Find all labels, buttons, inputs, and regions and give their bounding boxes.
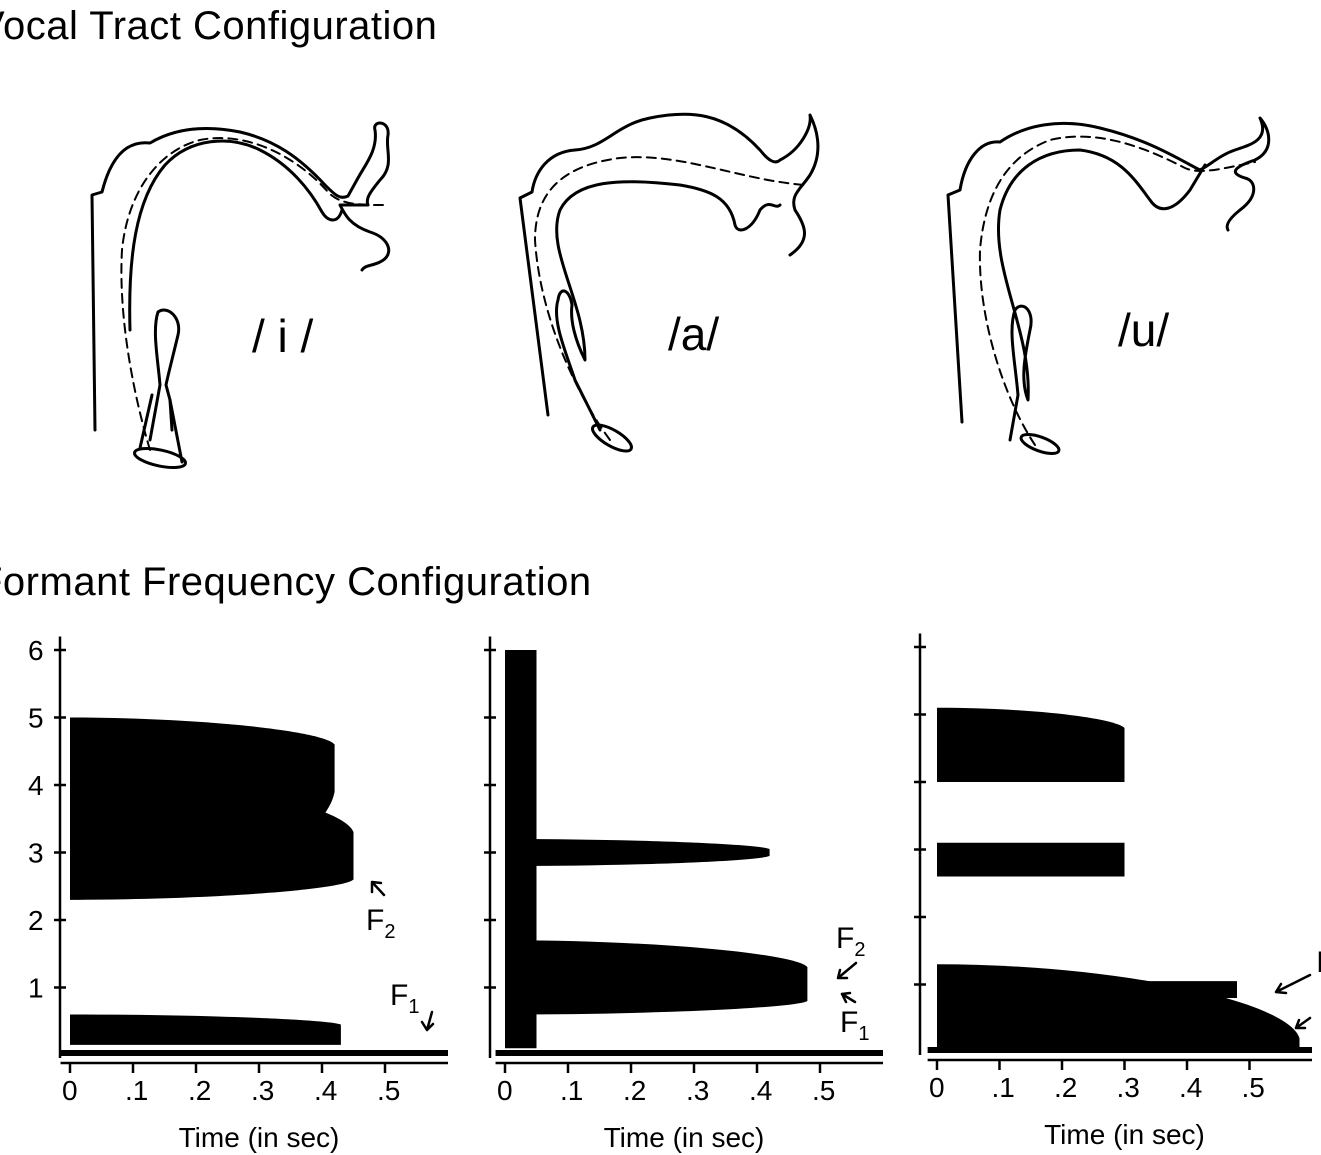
larynx-tube — [138, 393, 184, 464]
midline-dashed — [120, 137, 386, 451]
x-tick-label-.3: .3 — [251, 1075, 274, 1106]
formant-band-3 — [70, 1014, 341, 1045]
tract-outline-inner — [148, 308, 181, 442]
y-tick-label-4: 4 — [28, 770, 44, 801]
x-tick-label-.5: .5 — [377, 1075, 400, 1106]
vocal-tract-a — [518, 112, 820, 453]
vocal-tract-i — [90, 121, 391, 470]
f2-label-i: F2 — [366, 904, 395, 943]
tract-outline-outer — [518, 112, 820, 417]
midline-dashed — [978, 135, 1256, 446]
baseline-bar — [927, 1047, 1312, 1053]
tract-outline-outer — [90, 121, 391, 432]
x-tick-label-.2: .2 — [1054, 1072, 1077, 1103]
vowel-label-u: /u/ — [1118, 304, 1169, 356]
vocal-tract-u — [946, 116, 1271, 455]
x-tick-label-.4: .4 — [1179, 1072, 1202, 1103]
x-tick-label-0: 0 — [497, 1075, 513, 1106]
x-tick-label-.1: .1 — [125, 1075, 148, 1106]
f1-label-a: F1 — [840, 1006, 869, 1045]
x-tick-label-.5: .5 — [812, 1075, 835, 1106]
spectrogram-layer: 6 5 4 3 2 1 0 .1 .2 .3 .4 .5 Time (in sec) 0 .1 .2 .3 .4.… — [28, 633, 1312, 1153]
x-tick-label-.2: .2 — [623, 1075, 646, 1106]
x-tick-label-0: 0 — [929, 1072, 945, 1103]
x-axis-label: Time (in sec) — [604, 1122, 765, 1153]
x-tick-label-.4: .4 — [749, 1075, 772, 1106]
formant-band-3 — [505, 839, 770, 866]
spectrogram-1: 6 5 4 3 2 1 0 .1 .2 .3 .4 .5 Time (in sec) — [28, 635, 449, 1153]
arrow-f2-i — [370, 880, 386, 897]
formant-annotations: F2 F1 F2 F1 — [366, 904, 869, 1045]
tract-outline-inner — [997, 148, 1207, 442]
y-tick-label-5: 5 — [28, 703, 44, 734]
vowel-label-i: / i / — [252, 310, 314, 362]
midline-dashed — [534, 156, 806, 441]
formant-band-3 — [937, 964, 1300, 1049]
formant-band-2 — [505, 940, 808, 1015]
x-axis-label: Time (in sec) — [1044, 1119, 1205, 1150]
cut-label-u: I — [1316, 946, 1321, 979]
baseline-bar — [60, 1050, 449, 1056]
arrow-f2-a — [836, 961, 858, 980]
formant-arrows — [370, 880, 1312, 1032]
formant-title: Formant Frequency Configuration — [0, 560, 592, 604]
arrow-f1-i — [420, 1010, 435, 1032]
arrow-u-lower — [1294, 1016, 1312, 1030]
vocal-tract-title: Vocal Tract Configuration — [0, 4, 438, 48]
x-tick-label-.3: .3 — [1117, 1072, 1140, 1103]
x-tick-label-.3: .3 — [686, 1075, 709, 1106]
x-axis-label: Time (in sec) — [179, 1122, 340, 1153]
formant-band-4 — [1143, 981, 1237, 998]
formant-band-2 — [937, 842, 1125, 877]
arrow-f1-a — [840, 991, 857, 1004]
y-tick-label-1: 1 — [28, 973, 44, 1004]
x-tick-label-0: 0 — [62, 1075, 78, 1106]
y-tick-label-6: 6 — [28, 635, 44, 666]
larynx — [1019, 433, 1061, 455]
x-tick-label-.5: .5 — [1242, 1072, 1265, 1103]
tract-outline-outer — [946, 116, 1271, 424]
spectrogram-3: 0 .1 .2 .3 .4 .5 Time (in sec) — [914, 633, 1312, 1150]
arrow-u-upper — [1274, 973, 1312, 995]
larynx — [133, 446, 187, 470]
x-tick-label-.1: .1 — [992, 1072, 1015, 1103]
x-tick-label-.1: .1 — [560, 1075, 583, 1106]
larynx — [591, 423, 633, 453]
spectrogram-2: 0 .1 .2 .3 .4 .5 Time (in sec) — [484, 636, 883, 1153]
x-tick-label-.2: .2 — [188, 1075, 211, 1106]
tract-outline-inner — [555, 180, 782, 432]
x-tick-label-.4: .4 — [314, 1075, 337, 1106]
formant-band-2 — [70, 778, 354, 900]
f1-label-i: F1 — [390, 979, 419, 1018]
vowel-label-a: /a/ — [668, 308, 719, 360]
formant-band-1 — [937, 707, 1125, 782]
f2-label-a: F2 — [836, 922, 865, 961]
y-tick-label-3: 3 — [28, 838, 44, 869]
y-tick-label-2: 2 — [28, 905, 44, 936]
baseline-bar — [495, 1050, 883, 1056]
tongue-contour — [128, 139, 344, 332]
